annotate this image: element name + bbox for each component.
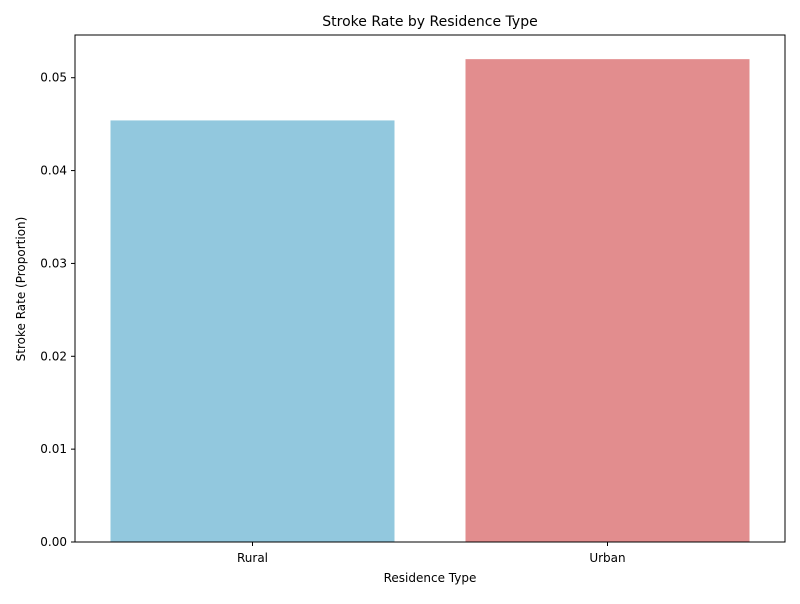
y-axis-label: Stroke Rate (Proportion) [14, 217, 28, 362]
bars-group [110, 59, 750, 543]
y-axis: 0.00 0.01 0.02 0.03 0.04 0.05 [40, 71, 75, 549]
x-axis-label: Residence Type [384, 571, 477, 585]
chart-title: Stroke Rate by Residence Type [322, 14, 537, 30]
y-tick-label: 0.02 [40, 349, 67, 363]
x-axis: Rural Urban [237, 542, 626, 565]
y-tick-label: 0.04 [40, 164, 67, 178]
plot-frame [74, 34, 786, 543]
y-tick-label: 0.03 [40, 256, 67, 270]
x-tick-label-rural: Rural [237, 551, 268, 565]
x-tick-label-urban: Urban [589, 551, 625, 565]
y-tick-label: 0.00 [40, 535, 67, 549]
y-tick-label: 0.01 [40, 442, 67, 456]
bar-urban [465, 59, 750, 543]
bar-rural [110, 120, 395, 542]
y-tick-label: 0.05 [40, 71, 67, 85]
